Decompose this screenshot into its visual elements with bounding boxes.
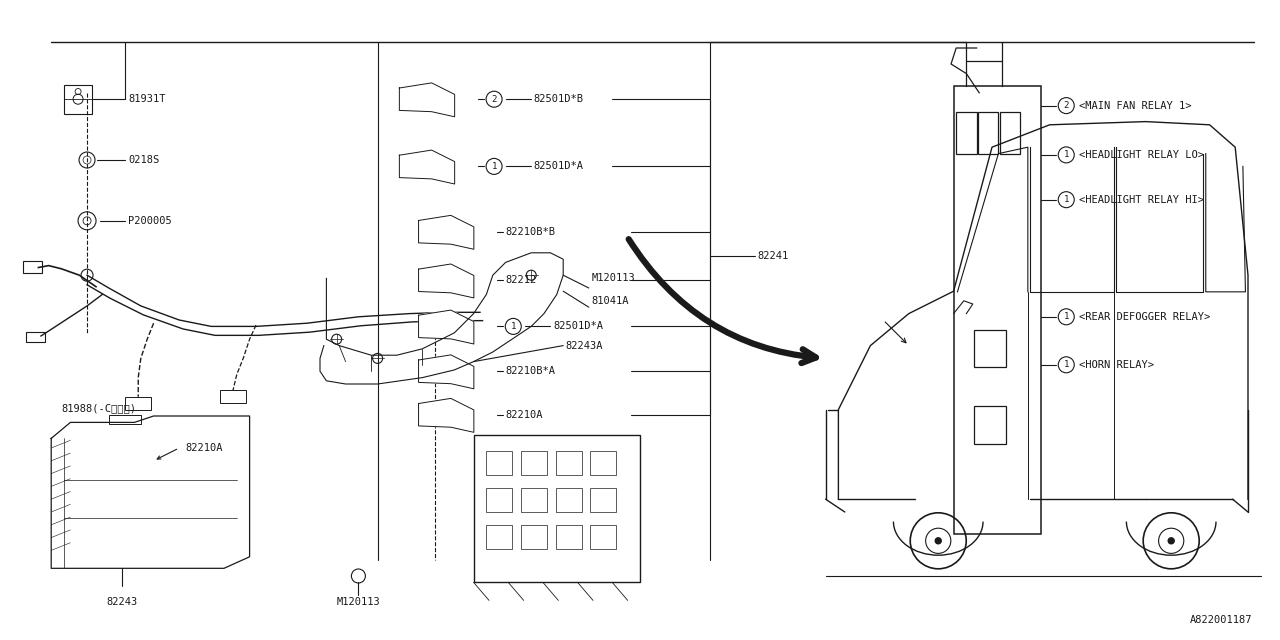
Text: <HORN RELAY>: <HORN RELAY> [1079,360,1155,370]
Text: 82210A: 82210A [186,443,223,453]
Text: A822001187: A822001187 [1189,614,1252,625]
Text: 82210B*A: 82210B*A [506,366,556,376]
Bar [521,451,547,475]
Text: 82243A: 82243A [566,340,603,351]
Circle shape [1169,538,1174,544]
Circle shape [1059,356,1074,372]
Bar [956,112,977,154]
Text: 1: 1 [1064,195,1069,204]
Bar [556,525,581,548]
Polygon shape [419,398,474,433]
Circle shape [1059,192,1074,207]
Circle shape [486,92,502,107]
Polygon shape [419,310,474,344]
Text: 0218S: 0218S [128,155,159,165]
Circle shape [936,538,941,544]
Text: 82241: 82241 [758,251,788,261]
Bar [590,488,617,512]
Polygon shape [419,264,474,298]
Text: 81931T: 81931T [128,94,165,104]
Text: <HEADLIGHT RELAY HI>: <HEADLIGHT RELAY HI> [1079,195,1204,205]
Circle shape [83,156,91,164]
Text: 1: 1 [1064,150,1069,159]
Text: 1: 1 [492,162,497,171]
Text: 82501D*A: 82501D*A [534,161,584,172]
Bar [974,330,1006,367]
Bar [556,488,581,512]
Text: 1: 1 [511,322,516,331]
Circle shape [1059,309,1074,325]
Text: P200005: P200005 [128,216,172,226]
Bar [486,525,512,548]
Bar [109,415,141,424]
Circle shape [1059,97,1074,114]
Text: 82501D*B: 82501D*B [534,94,584,104]
Text: 1: 1 [1064,312,1069,321]
Bar [521,488,547,512]
Text: 82501D*A: 82501D*A [553,321,603,332]
Text: 2: 2 [492,95,497,104]
Text: <REAR DEFOGGER RELAY>: <REAR DEFOGGER RELAY> [1079,312,1211,322]
Bar [23,261,42,273]
Circle shape [506,318,521,334]
Circle shape [486,158,502,174]
Bar [954,86,1041,534]
Polygon shape [399,83,454,116]
Text: 2: 2 [1064,101,1069,110]
Bar [521,525,547,548]
Circle shape [79,152,95,168]
Text: 81988(-C年改。): 81988(-C年改。) [61,403,137,413]
Text: 82210A: 82210A [506,410,543,420]
Text: 81041A: 81041A [591,296,628,306]
Text: 1: 1 [1064,360,1069,369]
Text: <MAIN FAN RELAY 1>: <MAIN FAN RELAY 1> [1079,100,1192,111]
Text: 82212: 82212 [506,275,536,285]
Bar [486,488,512,512]
Text: <HEADLIGHT RELAY LO>: <HEADLIGHT RELAY LO> [1079,150,1204,160]
Bar [125,397,151,410]
Bar [486,451,512,475]
Circle shape [1059,147,1074,163]
Polygon shape [399,150,454,184]
Polygon shape [419,215,474,249]
Bar [974,406,1006,444]
Text: M120113: M120113 [337,596,380,607]
Text: M120113: M120113 [591,273,635,284]
Bar [64,85,92,114]
Bar [26,332,45,342]
Polygon shape [419,355,474,388]
Bar [474,435,640,582]
Bar [590,525,617,548]
Bar [1000,112,1020,154]
Bar [978,112,998,154]
Text: 82210B*B: 82210B*B [506,227,556,237]
Bar [590,451,617,475]
Bar [220,390,246,403]
Text: 82243: 82243 [106,596,137,607]
Bar [556,451,581,475]
